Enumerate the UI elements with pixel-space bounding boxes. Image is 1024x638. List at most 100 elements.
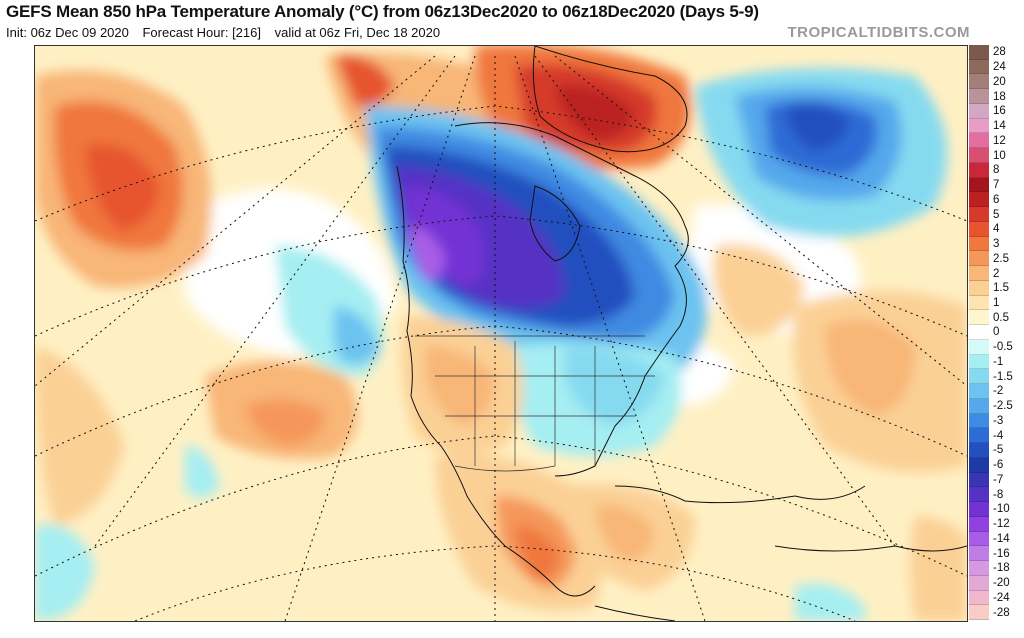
colorbar-entry: -0.5: [969, 339, 1021, 355]
colorbar-swatch: [969, 280, 989, 296]
forecast-hour: Forecast Hour: [216]: [142, 25, 261, 40]
colorbar-entry: -18: [969, 561, 1021, 576]
colorbar-entry: -28: [969, 605, 1021, 620]
colorbar-label: 0: [993, 326, 1000, 339]
colorbar-swatch: [969, 369, 989, 385]
colorbar-label: -20: [993, 577, 1010, 590]
colorbar-swatch: [969, 575, 989, 591]
colorbar-swatch: [969, 428, 989, 444]
map-canvas: [35, 46, 967, 621]
colorbar-label: 0.5: [993, 311, 1009, 324]
colorbar-label: 4: [993, 223, 1000, 236]
brand-watermark: TROPICALTIDBITS.COM: [787, 24, 970, 41]
colorbar-label: -18: [993, 562, 1010, 575]
colorbar-label: -0.5: [993, 341, 1013, 354]
colorbar-swatch: [969, 295, 989, 311]
colorbar-label: -28: [993, 606, 1010, 619]
colorbar-entry: 10: [969, 148, 1021, 163]
colorbar-entry: -14: [969, 531, 1021, 547]
anomaly-fields: [35, 46, 967, 621]
colorbar-entry: -2: [969, 384, 1021, 399]
colorbar-entry: 28: [969, 45, 1021, 60]
colorbar-swatch: [969, 236, 989, 252]
colorbar-swatch: [969, 251, 989, 267]
colorbar-entry: 7: [969, 177, 1021, 193]
colorbar-label: 5: [993, 208, 1000, 221]
colorbar-label: 24: [993, 61, 1006, 74]
colorbar-label: 2: [993, 267, 1000, 280]
colorbar-swatch: [969, 133, 989, 149]
colorbar-entry: 12: [969, 133, 1021, 149]
colorbar-swatch: [969, 457, 989, 473]
colorbar-label: 3: [993, 238, 1000, 251]
colorbar-swatch: [969, 487, 989, 503]
colorbar-entry: 1: [969, 295, 1021, 311]
colorbar-label: 2.5: [993, 252, 1009, 265]
map-title: GEFS Mean 850 hPa Temperature Anomaly (°…: [6, 2, 759, 21]
colorbar-swatch: [969, 502, 989, 517]
coastlines: [396, 46, 967, 621]
colorbar-entry: 4: [969, 221, 1021, 237]
colorbar-label: 8: [993, 164, 1000, 177]
colorbar-label: 20: [993, 75, 1006, 88]
colorbar-label: 12: [993, 134, 1006, 147]
colorbar-swatch: [969, 192, 989, 208]
colorbar-swatch: [969, 339, 989, 355]
colorbar-swatch: [969, 413, 989, 429]
colorbar-label: -24: [993, 591, 1010, 604]
colorbar-label: 18: [993, 90, 1006, 103]
colorbar-label: -6: [993, 459, 1004, 472]
colorbar-label: 1: [993, 297, 1000, 309]
colorbar-swatch: [969, 516, 989, 532]
colorbar-label: -4: [993, 429, 1004, 442]
colorbar-label: -12: [993, 518, 1010, 531]
colorbar-label: -5: [993, 444, 1004, 457]
colorbar-swatch: [969, 310, 989, 326]
colorbar-entry: -1: [969, 354, 1021, 370]
valid-time: valid at 06z Fri, Dec 18 2020: [274, 25, 441, 40]
colorbar-label: -3: [993, 414, 1004, 427]
colorbar-entry: -10: [969, 502, 1021, 517]
colorbar-entry: -6: [969, 457, 1021, 473]
colorbar-label: 6: [993, 193, 1000, 206]
colorbar-label: -10: [993, 503, 1010, 516]
colorbar-label: -1: [993, 355, 1004, 368]
colorbar-swatch: [969, 103, 989, 119]
colorbar-entry: 14: [969, 118, 1021, 134]
colorbar-entry: 16: [969, 103, 1021, 119]
colorbar-label: -8: [993, 488, 1004, 501]
colorbar-swatch: [969, 148, 989, 163]
colorbar-swatch: [969, 325, 989, 340]
colorbar-entry: 18: [969, 89, 1021, 104]
colorbar-entry: 24: [969, 59, 1021, 75]
colorbar-entry: 20: [969, 74, 1021, 90]
colorbar-entry: 6: [969, 192, 1021, 208]
colorbar-entry: -4: [969, 428, 1021, 444]
colorbar-swatch: [969, 472, 989, 488]
colorbar-entry: -24: [969, 590, 1021, 606]
colorbar-label: 10: [993, 149, 1006, 162]
colorbar-entry: 2.5: [969, 251, 1021, 267]
run-info: Init: 06z Dec 09 2020 Forecast Hour: [21…: [6, 25, 450, 40]
colorbar-entry: 1.5: [969, 280, 1021, 296]
init-time: Init: 06z Dec 09 2020: [6, 25, 129, 40]
colorbar-entry: -1.5: [969, 369, 1021, 385]
colorbar-swatch: [969, 162, 989, 178]
colorbar-swatch: [969, 398, 989, 414]
colorbar-swatch: [969, 605, 989, 620]
colorbar-swatch: [969, 59, 989, 75]
colorbar-swatch: [969, 221, 989, 237]
colorbar-swatch: [969, 561, 989, 576]
colorbar-entry: -5: [969, 443, 1021, 458]
colorbar-swatch: [969, 354, 989, 370]
anomaly-map: [34, 45, 968, 622]
colorbar-swatch: [969, 590, 989, 606]
colorbar-swatch: [969, 546, 989, 562]
colorbar-label: -1.5: [993, 370, 1013, 383]
colorbar-label: 16: [993, 105, 1006, 118]
colorbar-entry: -7: [969, 472, 1021, 488]
colorbar-swatch: [969, 45, 989, 60]
colorbar-entry: 0: [969, 325, 1021, 340]
colorbar-entry: 0.5: [969, 310, 1021, 326]
colorbar-swatch: [969, 531, 989, 547]
